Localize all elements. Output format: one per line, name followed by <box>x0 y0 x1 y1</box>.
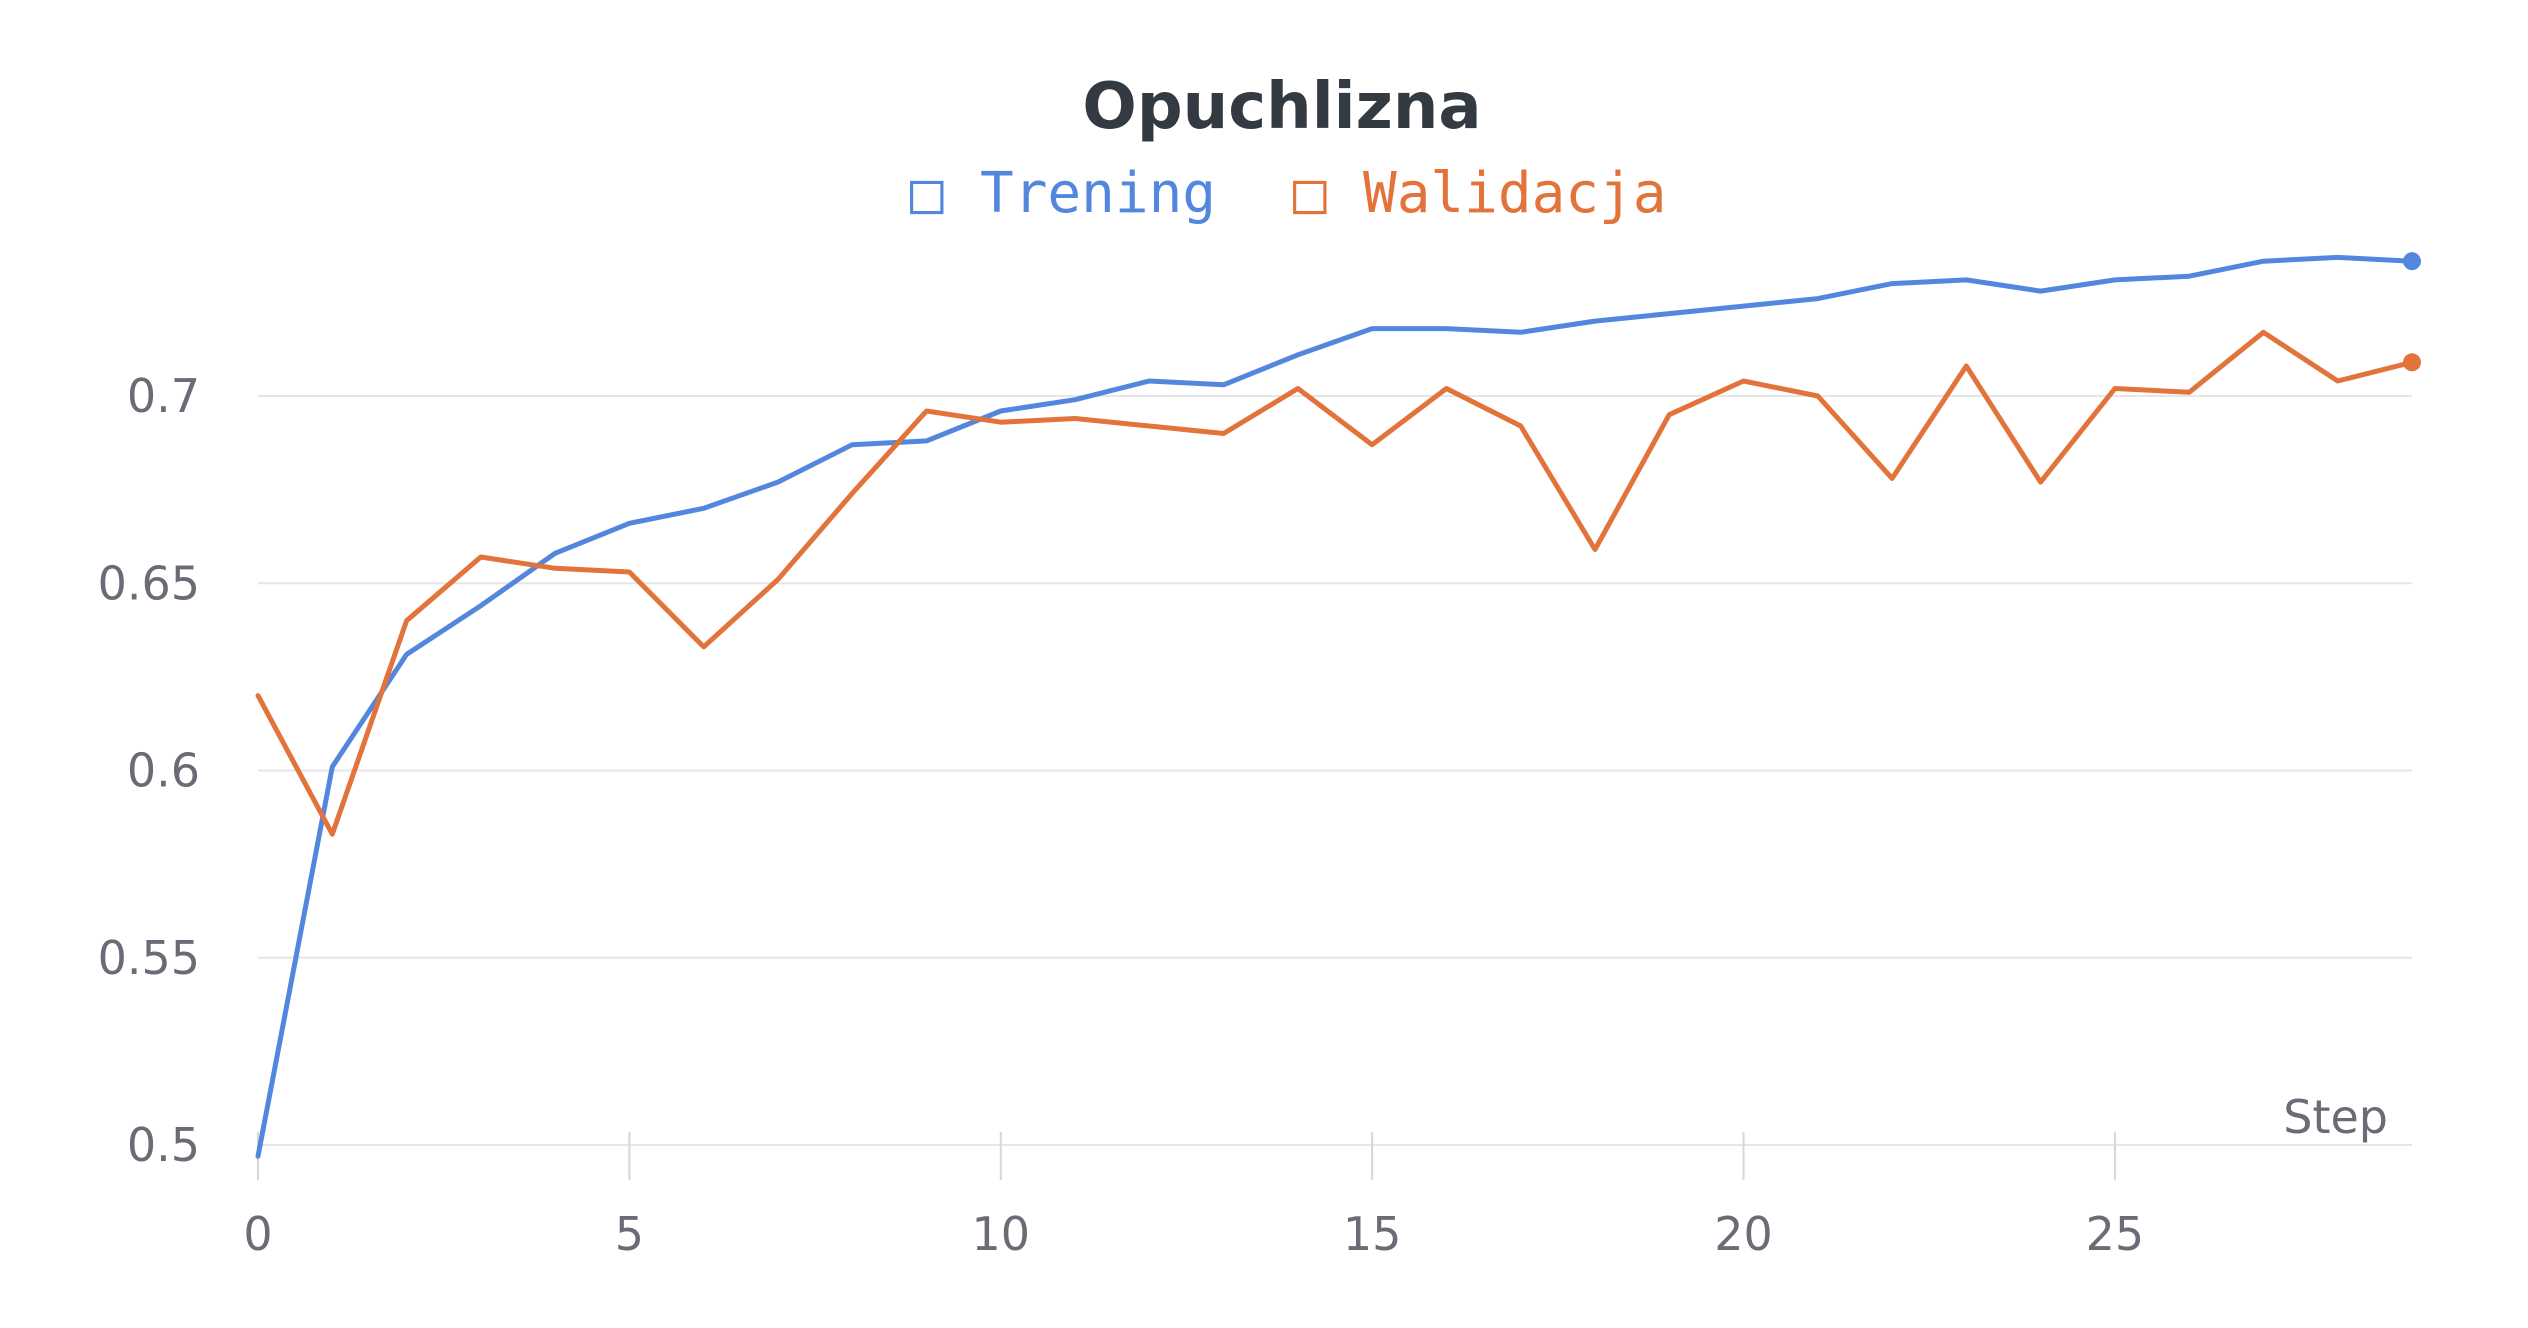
x-tick-label: 10 <box>971 1207 1030 1261</box>
legend-entry-trening: Trening <box>980 161 1216 226</box>
series-line-walidacja <box>255 329 2415 837</box>
legend-entry-walidacja: Walidacja <box>1363 161 1666 226</box>
x-axis-ticks: 0 5 10 15 20 25 <box>243 1132 2144 1261</box>
x-tick-label: 0 <box>243 1207 272 1261</box>
y-tick-label: 0.7 <box>127 369 200 423</box>
legend: □ Trening □ Walidacja <box>910 161 1666 226</box>
y-tick-label: 0.6 <box>127 744 200 798</box>
y-axis-ticks: 0.5 0.55 0.6 0.65 0.7 <box>98 369 200 1172</box>
y-tick-label: 0.5 <box>127 1118 200 1172</box>
x-tick-label: 25 <box>2086 1207 2145 1261</box>
series-endpoint-walidacja <box>2403 353 2421 372</box>
gridlines <box>258 395 2412 1146</box>
series-lines <box>255 252 2421 1159</box>
x-tick-label: 5 <box>615 1207 644 1261</box>
x-axis-label: Step <box>2283 1090 2388 1144</box>
chart-title: Opuchlizna <box>1082 70 1481 144</box>
x-tick-label: 20 <box>1714 1207 1773 1261</box>
legend-marker: □ <box>910 161 944 226</box>
series-line-trening <box>255 254 2415 1159</box>
y-tick-label: 0.65 <box>98 556 200 610</box>
x-tick-label: 15 <box>1343 1207 1402 1261</box>
series-endpoint-trening <box>2403 252 2421 271</box>
y-tick-label: 0.55 <box>98 931 200 985</box>
legend-marker: □ <box>1293 161 1327 226</box>
